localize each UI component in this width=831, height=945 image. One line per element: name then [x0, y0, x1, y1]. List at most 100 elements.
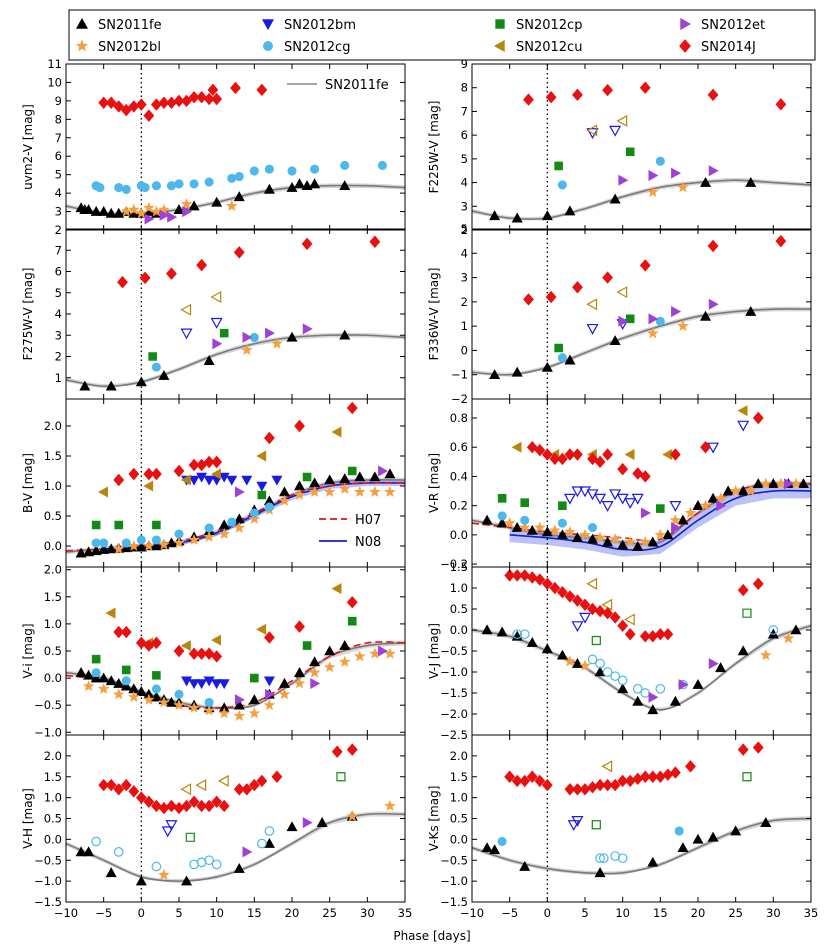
y-tick-label: 0.4	[450, 469, 468, 483]
plot-area	[472, 229, 811, 399]
legend-marker	[493, 39, 505, 53]
data-point	[594, 666, 606, 677]
data-point	[639, 770, 651, 783]
data-point	[203, 676, 215, 687]
y-tick-label: 2	[55, 350, 62, 364]
data-point	[591, 635, 601, 646]
data-point	[647, 327, 659, 339]
data-point	[707, 442, 720, 454]
data-point	[173, 464, 185, 478]
y-tick-label: −1.5	[440, 895, 468, 909]
data-point	[598, 853, 609, 864]
series-sn2012cg	[497, 826, 684, 847]
data-point	[210, 317, 223, 329]
data-point	[578, 486, 592, 498]
data-point	[556, 649, 568, 660]
data-point	[545, 90, 557, 104]
axes-frame	[471, 734, 812, 903]
data-point	[526, 770, 538, 783]
data-point	[617, 683, 629, 694]
data-point	[618, 174, 629, 186]
y-tick-label: 2.0	[44, 563, 62, 577]
data-point	[158, 801, 170, 815]
data-point	[714, 492, 727, 504]
y-tick-label: 0.5	[44, 812, 62, 826]
data-point	[257, 838, 267, 849]
y-ticks: 0.0 0.5 1.0 1.5 2.0	[44, 419, 405, 553]
data-point	[737, 645, 749, 656]
data-point	[226, 475, 238, 486]
plot-area	[472, 399, 811, 567]
data-point	[541, 643, 553, 654]
data-point	[511, 569, 523, 582]
y-axis-label: V-Ks [mag]	[427, 786, 441, 852]
x-tick-label: 30	[766, 906, 781, 920]
series-sn2012et	[234, 465, 389, 498]
data-point	[264, 164, 274, 174]
data-point	[173, 801, 185, 815]
series-sn2012cg	[91, 668, 214, 708]
y-axis-label: V-R [mag]	[427, 453, 441, 513]
data-point	[708, 658, 719, 670]
data-point	[150, 540, 162, 551]
series-sn2012cg-open	[595, 851, 628, 864]
data-point	[692, 500, 704, 510]
data-point	[699, 499, 712, 511]
template-band	[472, 306, 811, 377]
data-point	[135, 875, 147, 886]
data-point	[790, 477, 802, 489]
data-point	[601, 598, 613, 611]
data-point	[241, 783, 253, 796]
x-tick-label: 25	[322, 906, 337, 920]
data-point	[572, 281, 583, 294]
y-tick-label: 1.0	[450, 791, 468, 805]
data-point	[181, 875, 193, 886]
data-point	[180, 328, 193, 340]
x-tick-label: 5	[581, 906, 588, 920]
legend-marker	[261, 19, 275, 31]
series-sn2012cu	[180, 774, 229, 796]
data-point	[218, 799, 230, 813]
data-point	[105, 867, 117, 878]
data-point	[518, 521, 531, 533]
data-point	[121, 184, 131, 194]
data-point	[742, 772, 752, 782]
y-tick-label: 0.5	[450, 602, 468, 616]
panel-f275wv: 1 2 3 4 5 6 7 F275W-V [mag]	[21, 228, 406, 400]
data-point	[105, 96, 117, 109]
data-point	[151, 684, 161, 694]
data-point	[188, 475, 200, 486]
data-point	[625, 147, 635, 157]
data-point	[233, 709, 246, 721]
series-sn2012cu	[586, 577, 635, 626]
y-ticks: 1 2 3 4 5 6 7	[55, 243, 405, 385]
series-sn2012bl	[112, 482, 396, 554]
data-point	[263, 699, 276, 711]
data-point	[730, 825, 742, 836]
data-point	[166, 181, 177, 191]
data-point	[685, 760, 696, 773]
panel-vj: −2.5 −2.0 −1.5 −1.0 −0.5 0.0 0.5 1.0 1.5 V-J [mag…	[427, 560, 812, 742]
y-tick-label: 11	[47, 57, 62, 71]
y-tick-label: 5	[55, 286, 62, 300]
data-point	[310, 678, 321, 690]
data-point	[624, 774, 636, 788]
y-tick-label: −0.5	[34, 698, 62, 712]
data-point	[541, 361, 553, 372]
data-point	[278, 677, 290, 688]
data-point	[98, 205, 110, 216]
data-point	[639, 536, 652, 548]
data-point	[571, 621, 584, 633]
data-point	[256, 450, 267, 462]
data-point	[173, 204, 185, 215]
data-point	[523, 93, 534, 106]
series-sn2012bm	[586, 125, 622, 140]
template-curve	[472, 817, 811, 875]
data-point	[113, 677, 125, 688]
data-point	[97, 682, 110, 694]
data-point	[554, 161, 563, 171]
data-point	[504, 770, 516, 783]
data-point	[586, 298, 598, 311]
data-point	[166, 96, 177, 109]
x-tick-label: 25	[728, 906, 743, 920]
